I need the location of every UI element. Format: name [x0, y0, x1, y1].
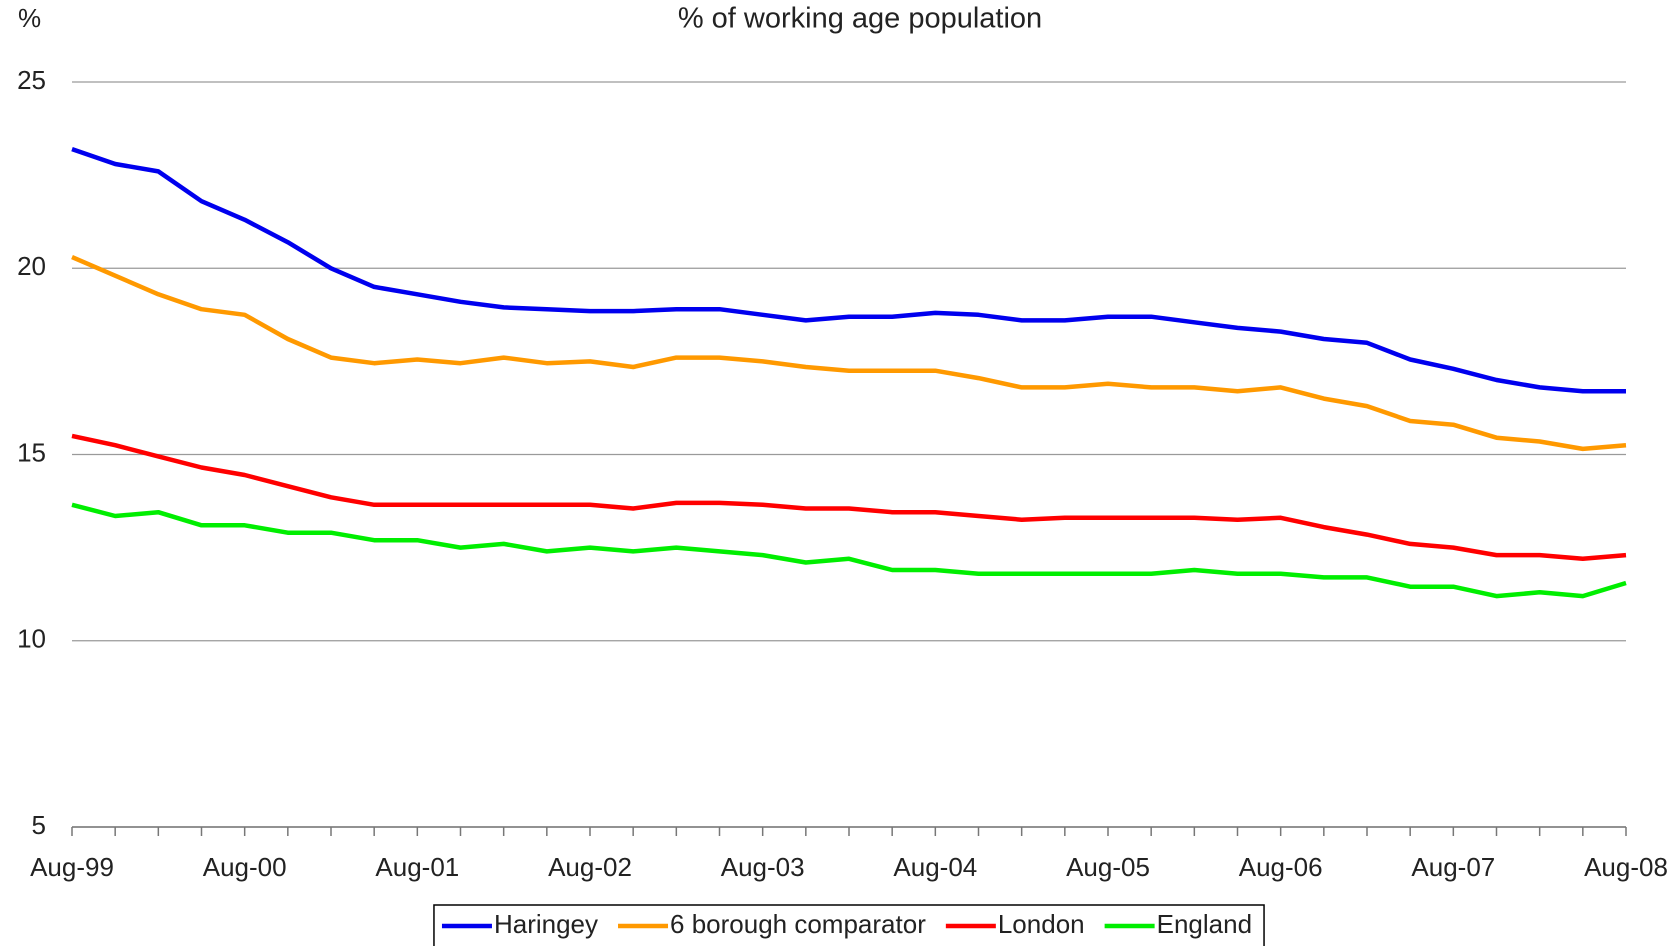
y-tick-label: 25: [17, 65, 46, 95]
line-series: [71, 502, 1627, 599]
x-tick-label: Aug-08: [1584, 852, 1668, 882]
line-series: [71, 255, 1627, 452]
y-tick-label: 15: [17, 437, 46, 467]
legend-label: England: [1157, 909, 1252, 939]
line-series: [71, 146, 1626, 394]
x-tick-label: Aug-04: [893, 852, 977, 882]
line-series: [71, 433, 1627, 562]
x-tick-label: Aug-03: [721, 852, 805, 882]
x-tick-label: Aug-07: [1411, 852, 1495, 882]
x-tick-label: Aug-99: [30, 852, 114, 882]
x-tick-label: Aug-05: [1066, 852, 1150, 882]
x-tick-label: Aug-00: [203, 852, 287, 882]
chart-title: % of working age population: [678, 3, 1042, 35]
y-tick-label: 10: [17, 624, 46, 654]
x-tick-label: Aug-01: [375, 852, 459, 882]
x-tick-label: Aug-06: [1239, 852, 1323, 882]
y-tick-label: 20: [17, 251, 46, 281]
y-axis-label: %: [18, 3, 41, 33]
x-tick-label: Aug-02: [548, 852, 632, 882]
y-tick-label: 5: [32, 810, 46, 840]
legend-label: London: [998, 909, 1085, 939]
legend-label: 6 borough comparator: [670, 909, 926, 939]
legend-label: Haringey: [494, 909, 598, 939]
legend: Haringey 6 borough comparator London Englan…: [433, 904, 1265, 946]
